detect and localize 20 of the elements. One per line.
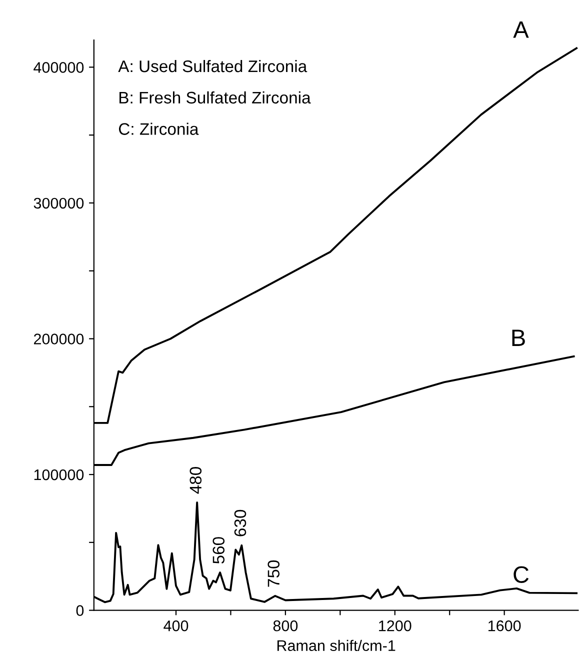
annotation: B: Fresh Sulfated Zirconia <box>120 91 311 104</box>
y-tick-label: 200000 <box>34 334 84 344</box>
x-axis-title: Raman shift/cm-1 <box>277 640 396 652</box>
series-label: B <box>512 330 525 346</box>
y-tick-label: 100000 <box>34 469 84 480</box>
annotation: 560 <box>212 537 225 564</box>
annotation: 630 <box>234 510 246 536</box>
x-tick-label: 800 <box>273 620 298 632</box>
x-tick-label: 1200 <box>379 620 412 632</box>
x-tick-label: 400 <box>164 620 188 632</box>
y-tick-label: 400000 <box>34 62 84 73</box>
y-tick-label: 0 <box>76 605 84 616</box>
annotation: 750 <box>268 560 280 587</box>
x-tick-label: 1600 <box>488 620 521 632</box>
annotation: 480 <box>190 467 202 494</box>
annotation: A: Used Sulfated Zirconia <box>118 60 308 72</box>
series-label: C <box>514 566 529 583</box>
annotation: C: Zirconia <box>118 122 199 135</box>
series-label: A <box>513 21 529 38</box>
y-tick-label: 300000 <box>34 198 84 209</box>
